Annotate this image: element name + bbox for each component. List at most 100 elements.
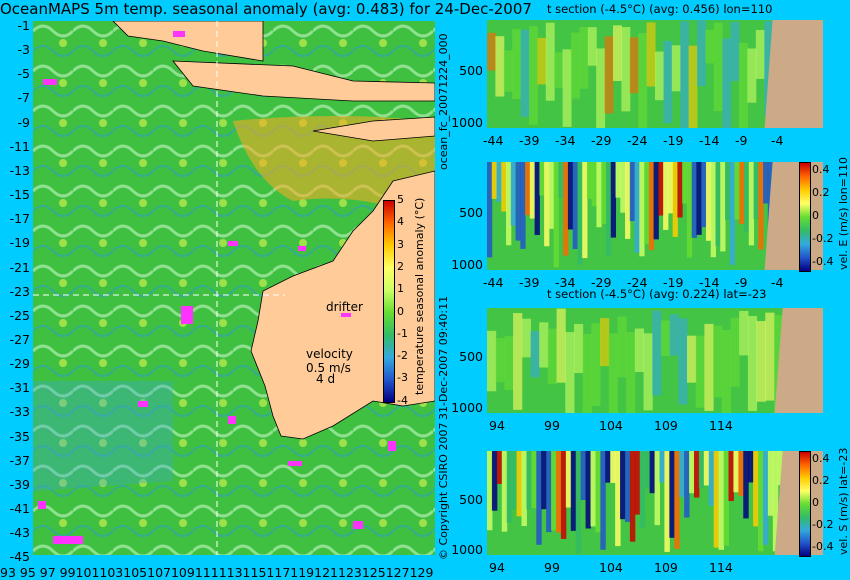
map-x-tick-labels: 93 95 97 9910110310510710911111311511711… — [0, 565, 434, 580]
section-cell — [555, 451, 562, 533]
section-cell — [506, 162, 512, 246]
section-cell — [563, 162, 569, 256]
section-cell — [660, 320, 671, 356]
section-cell — [529, 162, 536, 219]
section-y-tick: 1000 — [451, 399, 483, 415]
map-colorbar-tick: 5 — [397, 193, 404, 206]
section-cell — [638, 33, 648, 128]
section-cell — [501, 451, 508, 532]
section-x-tick: 114 — [709, 418, 733, 433]
map-y-tick: -23 — [9, 283, 30, 299]
section-cell — [629, 451, 636, 542]
map-y-tick: -45 — [9, 549, 30, 565]
section-cell — [748, 162, 755, 246]
map-colorbar-label: temperature seasonal anomaly (°C) — [413, 197, 426, 395]
section-cell — [539, 162, 545, 196]
section-cell — [496, 451, 503, 484]
map-colorbar-tick: 1 — [397, 282, 404, 296]
section-cell — [570, 451, 577, 531]
section-cell — [610, 162, 617, 238]
section-cell — [591, 323, 601, 406]
section-cell — [503, 50, 513, 92]
section-cell — [615, 451, 621, 547]
section-x-tick: -4 — [771, 275, 784, 290]
section-y-tick: 500 — [459, 62, 483, 78]
section-cell — [772, 451, 779, 552]
section-cell — [686, 162, 693, 258]
section-cell — [722, 38, 732, 128]
section-cell — [572, 162, 578, 250]
section-cell — [600, 318, 610, 367]
map-y-tick: -7 — [17, 90, 30, 106]
section-cell — [729, 162, 736, 265]
section-cell — [738, 451, 744, 496]
section-cell — [715, 162, 721, 247]
section-colorbar — [799, 451, 811, 557]
section-x-tick: -44 — [483, 133, 504, 148]
map-colorbar — [383, 200, 395, 403]
section-cell — [554, 52, 564, 88]
file-id: ocean_fc_20071224_000 — [437, 33, 450, 170]
section-cell — [520, 29, 530, 117]
section-cell — [739, 311, 749, 356]
section-x-tick: -9 — [735, 275, 748, 290]
map-colorbar-tick: 4 — [397, 215, 404, 229]
map-y-tick: -1 — [17, 18, 30, 33]
map-y-tick: -41 — [9, 501, 30, 516]
section-cell — [591, 162, 597, 207]
section-cell — [565, 332, 575, 413]
section-cell — [539, 322, 549, 368]
section-cell — [625, 162, 631, 239]
section-cell — [587, 27, 597, 66]
section-x-tick: 94 — [489, 418, 505, 433]
section-cell — [744, 162, 750, 233]
section-cell — [739, 162, 745, 225]
section-heatmap — [487, 162, 823, 270]
section-cell — [705, 29, 715, 64]
section-cell — [725, 162, 731, 220]
map-y-tick: -13 — [9, 162, 30, 178]
section-cell — [605, 451, 611, 483]
section-cell — [763, 162, 769, 204]
map-y-tick: -25 — [9, 307, 30, 323]
section-x-tick: -24 — [627, 275, 648, 290]
section-x-tick: -19 — [663, 133, 684, 148]
section-x-tick: -24 — [627, 133, 648, 148]
section-x-tick: 99 — [544, 560, 560, 575]
section-colorbar-tick: 0.2 — [812, 474, 830, 487]
section-cell — [756, 321, 766, 402]
section-y-tick: 500 — [459, 349, 483, 365]
section-x-tick: 99 — [544, 418, 560, 433]
section-x-tick: 104 — [599, 560, 623, 575]
section-cell — [753, 451, 759, 527]
section-cell — [606, 162, 612, 256]
velocity-days: 4 d — [316, 372, 336, 386]
section-cell — [654, 451, 660, 526]
map-y-tick: -5 — [17, 66, 30, 82]
section-cell — [764, 21, 774, 117]
section-cell — [643, 333, 653, 411]
section-cell — [767, 451, 774, 516]
map-colorbar-tick: 0 — [397, 304, 404, 318]
section-cell — [734, 162, 740, 220]
section-cell — [620, 162, 626, 213]
section-cell — [516, 451, 522, 517]
section-cell — [739, 42, 748, 128]
section-cell — [571, 32, 580, 99]
section-y-tick: 500 — [459, 204, 483, 220]
section-cell — [671, 45, 681, 92]
section-cell — [677, 162, 683, 218]
section-cell — [674, 451, 680, 549]
section-colorbar-tick: 0.4 — [812, 452, 830, 465]
section-cell — [510, 162, 517, 226]
section-cell — [596, 162, 602, 228]
section-cell — [639, 451, 646, 528]
section-cell — [504, 336, 514, 390]
map-y-tick: -35 — [9, 428, 30, 444]
section-cell — [521, 318, 531, 358]
section-cell — [688, 45, 698, 128]
section-x-tick: 109 — [654, 560, 678, 575]
section-y-tick: 1000 — [451, 114, 483, 130]
section-cell — [586, 162, 593, 200]
section-cell — [496, 162, 502, 203]
